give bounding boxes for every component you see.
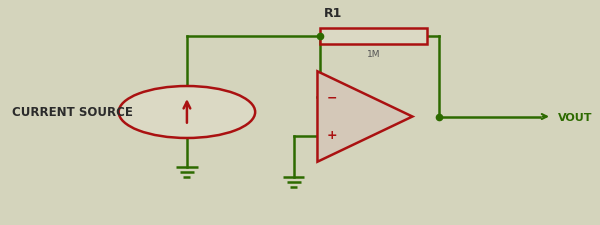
Text: VOUT: VOUT: [558, 112, 592, 122]
Circle shape: [119, 87, 255, 138]
Text: +: +: [326, 128, 337, 141]
Text: R1: R1: [323, 7, 342, 20]
Polygon shape: [317, 72, 412, 162]
Bar: [320, 29, 427, 45]
Text: CURRENT SOURCE: CURRENT SOURCE: [12, 106, 133, 119]
Text: 1M: 1M: [367, 50, 380, 58]
Text: −: −: [326, 91, 337, 104]
